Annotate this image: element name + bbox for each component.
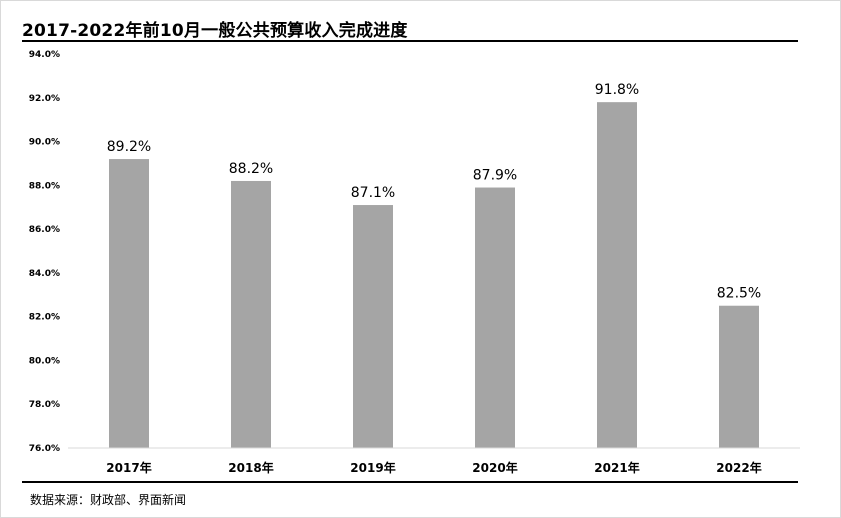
data-label: 87.9%	[473, 168, 517, 184]
x-tick-label: 2019年	[350, 460, 395, 475]
x-tick-label: 2021年	[594, 460, 639, 475]
bar	[231, 180, 271, 448]
bar	[475, 187, 515, 448]
y-tick-label: 78.0%	[29, 400, 60, 410]
x-tick-label: 2020年	[472, 460, 517, 475]
data-label: 88.2%	[229, 161, 273, 177]
x-tick-label: 2022年	[716, 460, 761, 475]
x-tick-label: 2018年	[228, 460, 273, 475]
title-rule	[22, 40, 798, 42]
bar	[597, 102, 637, 449]
bar	[109, 159, 149, 449]
y-tick-label: 94.0%	[29, 50, 60, 60]
y-tick-label: 80.0%	[29, 356, 60, 366]
y-tick-label: 82.0%	[29, 313, 60, 323]
data-label: 89.2%	[107, 139, 151, 155]
data-label: 82.5%	[717, 286, 761, 302]
y-tick-label: 76.0%	[29, 444, 60, 454]
footer-rule	[22, 481, 798, 483]
bar	[719, 305, 759, 448]
data-label: 87.1%	[351, 185, 395, 201]
data-label: 91.8%	[595, 82, 639, 98]
bar	[353, 205, 393, 448]
x-tick-label: 2017年	[106, 460, 151, 475]
chart-title: 2017-2022年前10月一般公共预算收入完成进度	[22, 21, 408, 41]
y-tick-label: 84.0%	[29, 269, 60, 279]
y-tick-label: 88.0%	[29, 181, 60, 191]
y-tick-label: 92.0%	[29, 94, 60, 104]
source-note: 数据来源：财政部、界面新闻	[30, 493, 187, 507]
y-tick-label: 86.0%	[29, 225, 60, 235]
y-tick-label: 90.0%	[29, 138, 60, 148]
